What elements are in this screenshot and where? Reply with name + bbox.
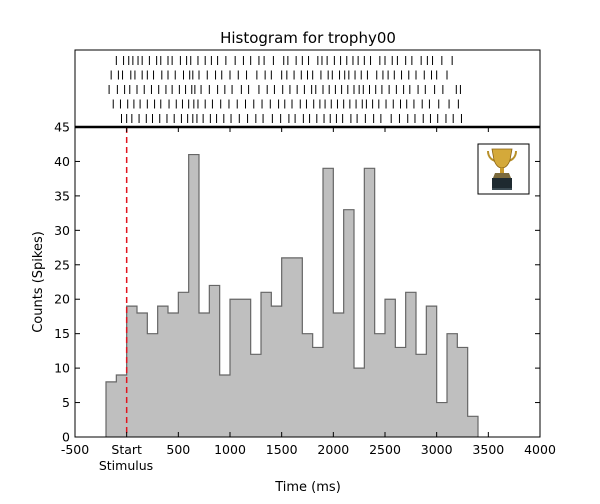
raster-trial (108, 85, 461, 94)
raster-trial (121, 114, 462, 123)
x-axis-ticks: -500 Start 500 1000 1500 2000 2500 3000 3500 4000 (61, 127, 556, 457)
x-tick-label: 2000 (317, 442, 349, 457)
axes-frame (74, 49, 541, 438)
y-tick-label: 40 (54, 154, 70, 169)
y-axis-ticks: 0 5 10 15 20 25 30 35 40 45 (54, 120, 540, 445)
x-tick-label: 3500 (472, 442, 504, 457)
x-tick-label: Start (111, 442, 142, 457)
x-tick-label: -500 (61, 442, 89, 457)
x-tick-label: 4000 (524, 442, 556, 457)
histogram-fill (106, 154, 478, 438)
raster-trial (110, 70, 448, 80)
x-tick-label: 1000 (214, 442, 246, 457)
x-tick-label: 3000 (421, 442, 453, 457)
y-tick-label: 15 (54, 326, 70, 341)
y-tick-label: 20 (54, 292, 70, 307)
x-tick-label: 2500 (369, 442, 401, 457)
raster-trial (115, 56, 453, 65)
chart-title: Histogram for trophy00 (220, 29, 396, 47)
stimulus-tick-sublabel: Stimulus (99, 458, 153, 473)
y-tick-label: 5 (62, 395, 70, 410)
y-tick-label: 0 (62, 430, 70, 445)
raster-plot (108, 56, 462, 123)
x-tick-label: 1500 (266, 442, 298, 457)
histogram-outline (105, 153, 479, 437)
y-tick-label: 10 (54, 361, 70, 376)
x-axis-label: Time (ms) (274, 480, 341, 495)
y-tick-label: 25 (54, 257, 70, 272)
y-tick-label: 35 (54, 188, 70, 203)
histogram-bars (105, 153, 479, 438)
y-tick-label: 45 (54, 120, 70, 135)
y-axis-label: Counts (Spikes) (31, 231, 46, 333)
raster-trial (112, 99, 459, 109)
raster-frame (74, 49, 541, 128)
trophy-inset (477, 143, 530, 195)
x-tick-label: 500 (166, 442, 190, 457)
trophy-icon (487, 148, 517, 190)
y-tick-label: 30 (54, 223, 70, 238)
